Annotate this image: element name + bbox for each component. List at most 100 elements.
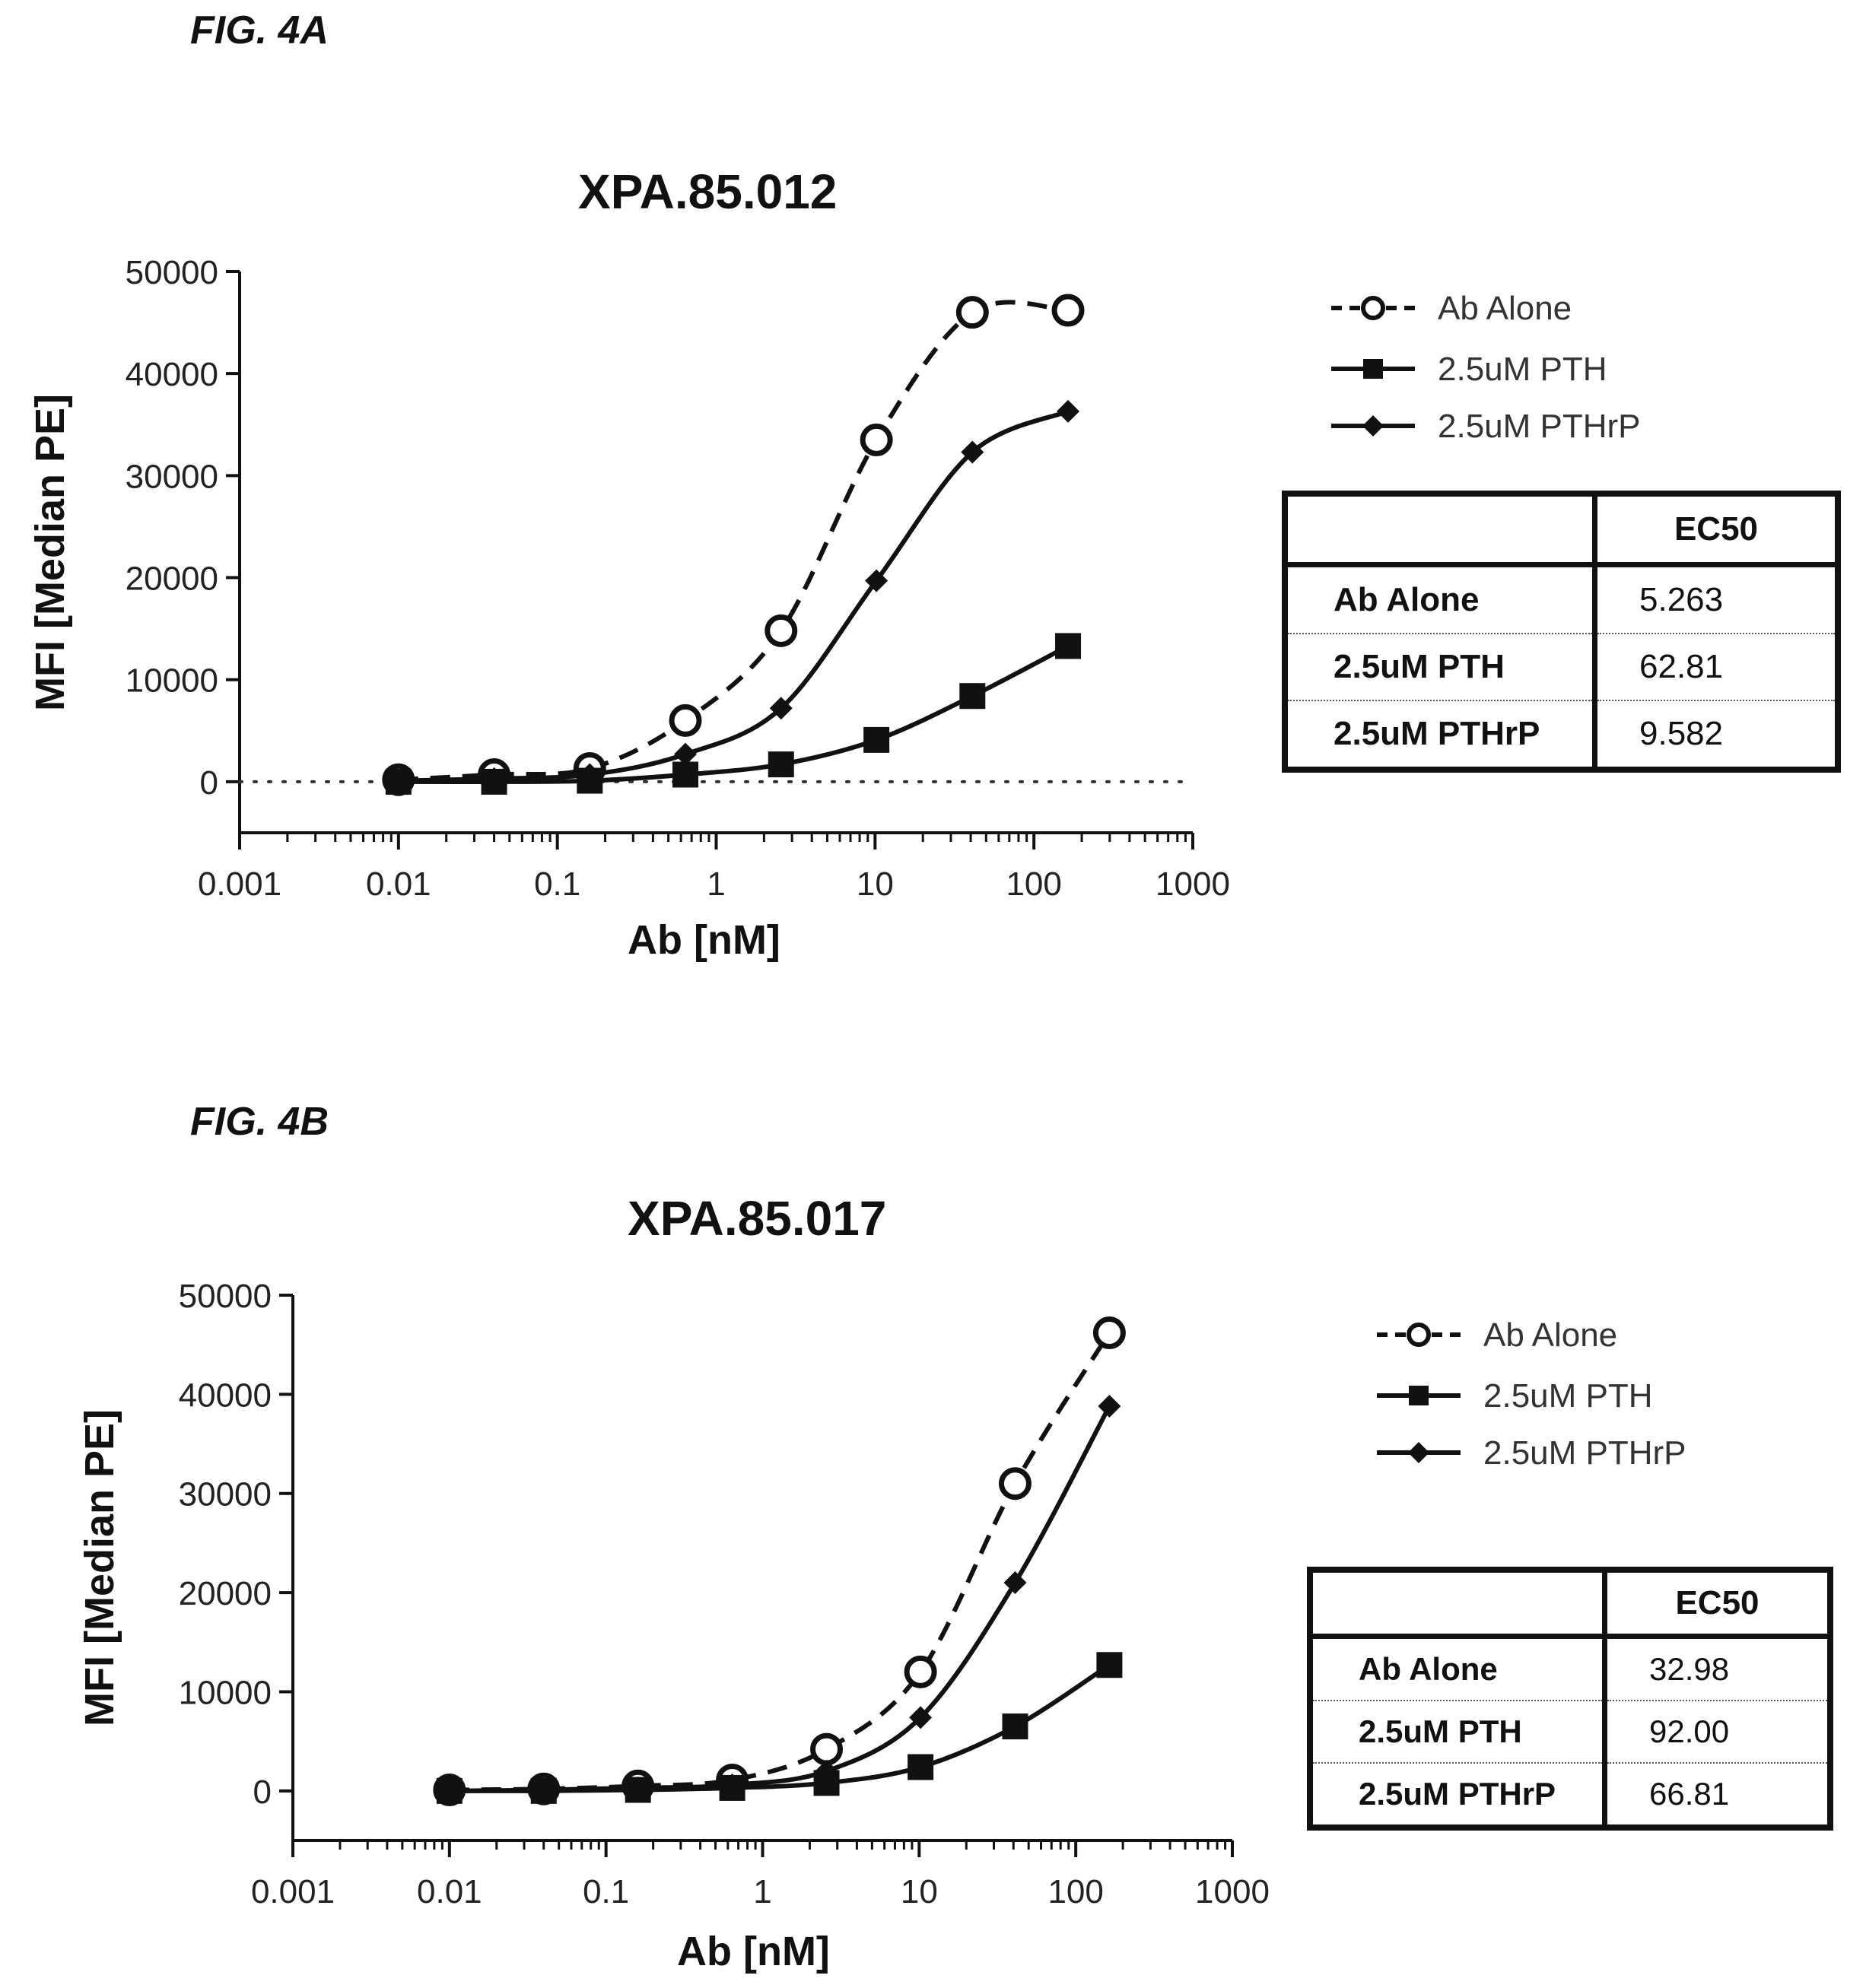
row-label: 2.5uM PTH xyxy=(1310,1700,1607,1763)
filled-diamond-icon xyxy=(1377,1442,1461,1463)
table-row: Ab Alone 32.98 xyxy=(1310,1636,1830,1701)
data-point-filled-diamond xyxy=(437,1779,461,1802)
x-tick-label: 0.1 xyxy=(583,1873,629,1910)
series-line-2-5um-pthrp xyxy=(398,409,1070,783)
row-value: 92.00 xyxy=(1604,1700,1830,1763)
x-tick-label: 0.001 xyxy=(198,865,281,903)
data-point-filled-square xyxy=(1096,1652,1123,1678)
table-row: 2.5uM PTHrP 66.81 xyxy=(1310,1762,1830,1828)
table-row: Ab Alone 5.263 xyxy=(1285,564,1838,634)
table-row: 2.5uM PTHrP 9.582 xyxy=(1285,700,1838,770)
data-point-filled-diamond xyxy=(815,1759,838,1783)
table-row: 2.5uM PTH 62.81 xyxy=(1285,633,1838,700)
legend-label: 2.5uM PTH xyxy=(1483,1377,1653,1415)
plot-area: 0 10000 20000 30000 40000 50000 0.001 0.01 0.1 1 1… xyxy=(126,254,1230,903)
y-tick-label: 40000 xyxy=(126,356,218,393)
open-circle-dashed-icon xyxy=(1331,296,1415,320)
x-tick-label: 1000 xyxy=(1156,865,1230,903)
data-point-filled-diamond xyxy=(720,1773,744,1796)
plot-area: 0 10000 20000 30000 40000 50000 0.001 0.01 0.1 1 1… xyxy=(179,1278,1270,1910)
series-line-ab-alone xyxy=(398,300,1069,783)
data-point-filled-square xyxy=(768,751,794,778)
data-point-filled-square xyxy=(672,761,699,788)
data-point-open-circle xyxy=(955,296,989,329)
chart-title: XPA.85.017 xyxy=(628,1191,887,1246)
ec50-table: EC50 Ab Alone 32.98 2.5uM PTH 92.00 2.5u… xyxy=(1307,1567,1833,1831)
data-point-filled-diamond xyxy=(769,697,793,720)
row-label: 2.5uM PTHrP xyxy=(1285,700,1597,770)
legend-label: Ab Alone xyxy=(1438,290,1572,327)
x-tick-label: 1 xyxy=(753,1873,771,1910)
row-value: 9.582 xyxy=(1594,700,1838,770)
data-point-filled-diamond xyxy=(1003,1571,1027,1595)
data-point-filled-square xyxy=(908,1754,934,1780)
data-point-open-circle xyxy=(1092,1316,1126,1350)
y-tick-label: 10000 xyxy=(126,662,218,700)
data-point-open-circle xyxy=(860,423,893,456)
row-label: Ab Alone xyxy=(1285,564,1597,634)
data-point-filled-square xyxy=(1002,1713,1028,1740)
filled-square-icon xyxy=(1331,359,1415,379)
x-tick-label: 100 xyxy=(1047,1873,1103,1910)
table-header-ec50: EC50 xyxy=(1594,494,1838,567)
open-circle-dashed-icon xyxy=(1377,1323,1461,1347)
data-point-open-circle xyxy=(765,614,798,647)
data-point-filled-diamond xyxy=(626,1776,650,1799)
x-axis-title: Ab [nM] xyxy=(628,917,780,963)
legend-label: 2.5uM PTHrP xyxy=(1438,408,1641,445)
row-label: Ab Alone xyxy=(1310,1636,1607,1701)
x-tick-label: 0.001 xyxy=(251,1873,335,1910)
y-tick-label: 20000 xyxy=(179,1575,272,1612)
x-axis-title: Ab [nM] xyxy=(677,1929,830,1974)
legend-label: 2.5uM PTH xyxy=(1438,351,1607,388)
x-tick-label: 0.01 xyxy=(366,865,431,903)
data-point-open-circle xyxy=(810,1732,844,1766)
x-tick-label: 0.1 xyxy=(534,865,580,903)
legend-label: Ab Alone xyxy=(1483,1316,1618,1354)
y-tick-label: 0 xyxy=(200,764,218,802)
data-point-filled-square xyxy=(863,726,890,753)
figure-4b: FIG. 4B XPA.85.017 MFI [Median PE] Ab [n… xyxy=(0,1065,1866,1988)
data-point-filled-diamond xyxy=(909,1706,933,1729)
data-point-filled-diamond xyxy=(386,769,410,792)
x-tick-label: 100 xyxy=(1006,865,1061,903)
filled-diamond-icon xyxy=(1331,415,1415,437)
row-value: 62.81 xyxy=(1594,633,1838,700)
x-tick-label: 10 xyxy=(857,865,894,903)
data-point-filled-diamond xyxy=(578,763,602,786)
row-value: 5.263 xyxy=(1639,581,1724,618)
x-tick-label: 1 xyxy=(707,865,725,903)
y-tick-label: 40000 xyxy=(179,1377,272,1414)
x-tick-label: 1000 xyxy=(1195,1873,1270,1910)
data-point-open-circle xyxy=(1051,294,1085,327)
data-point-filled-diamond xyxy=(1057,399,1080,423)
figure-label: FIG. 4A xyxy=(190,8,329,52)
table-header-blank xyxy=(1310,1570,1607,1639)
y-tick-label: 30000 xyxy=(126,458,218,495)
data-point-filled-diamond xyxy=(961,440,984,464)
data-point-filled-square xyxy=(1055,633,1082,659)
y-tick-label: 20000 xyxy=(126,561,218,598)
legend-label: 2.5uM PTHrP xyxy=(1483,1434,1686,1472)
filled-square-icon xyxy=(1377,1386,1461,1405)
figure-4a: FIG. 4A XPA.85.012 MFI [Median PE] Ab [n… xyxy=(27,8,1841,963)
x-tick-label: 0.01 xyxy=(417,1873,482,1910)
y-tick-label: 30000 xyxy=(179,1476,272,1513)
data-point-open-circle xyxy=(998,1467,1032,1501)
data-point-filled-diamond xyxy=(482,767,506,790)
chart-title: XPA.85.012 xyxy=(578,164,838,219)
table-row: 2.5uM PTH 92.00 xyxy=(1310,1700,1830,1763)
data-point-open-circle xyxy=(669,703,702,737)
x-tick-label: 10 xyxy=(901,1873,938,1910)
y-tick-label: 0 xyxy=(253,1774,272,1811)
row-value: 66.81 xyxy=(1604,1762,1830,1828)
ec50-table: EC50 Ab Alone 5.263 2.5uM PTH 62.81 2.5u… xyxy=(1282,491,1841,773)
figure-label: FIG. 4B xyxy=(190,1100,329,1144)
data-point-filled-diamond xyxy=(532,1778,555,1802)
table-header-blank xyxy=(1285,494,1597,567)
data-point-filled-diamond xyxy=(1098,1395,1121,1418)
table-header-ec50: EC50 xyxy=(1604,1570,1830,1639)
y-tick-label: 50000 xyxy=(179,1278,272,1315)
y-tick-label: 50000 xyxy=(126,254,218,291)
data-point-open-circle xyxy=(904,1655,937,1688)
